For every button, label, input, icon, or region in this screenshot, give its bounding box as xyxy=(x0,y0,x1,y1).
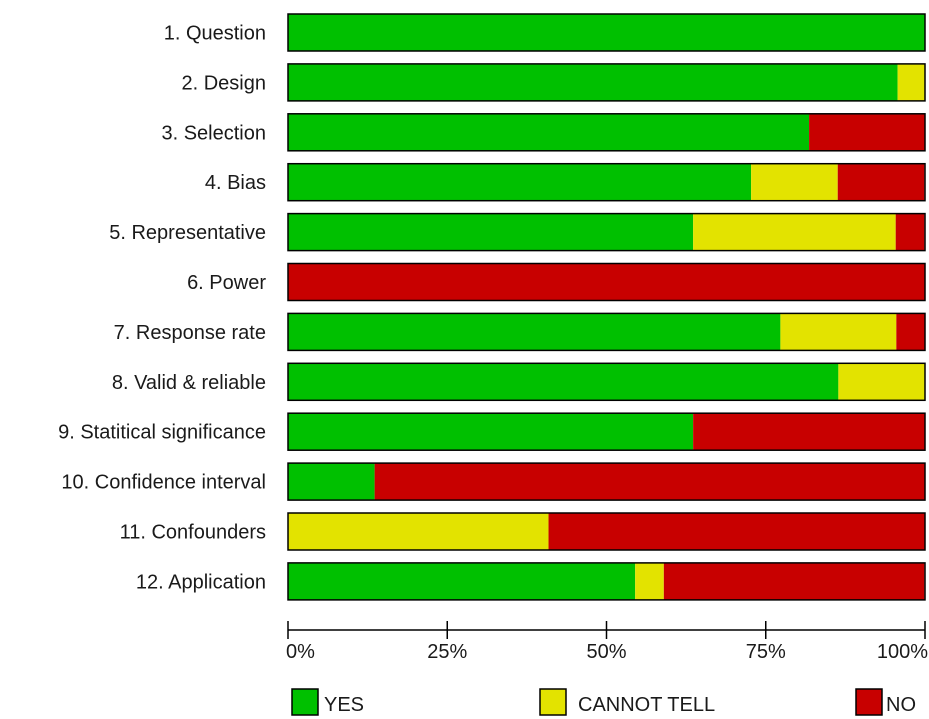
legend: YES CANNOT TELL NO xyxy=(291,688,916,716)
bar-outline xyxy=(287,462,926,501)
category-label: 5. Representative xyxy=(109,222,266,244)
bar-outline xyxy=(287,412,926,451)
bar-outline xyxy=(287,262,926,302)
category-labels: 1. Question 2. Design 3. Selection 4. Bias 5… xyxy=(58,23,266,594)
x-tick-label: 100% xyxy=(877,641,928,663)
bar-outline xyxy=(287,562,926,601)
category-label: 6. Power xyxy=(187,272,266,294)
bar-segment-yes xyxy=(288,63,898,101)
bar-segment-cannot-tell xyxy=(897,63,925,101)
category-label: 1. Question xyxy=(164,23,266,45)
bar-rows xyxy=(287,13,926,601)
bar-segment-yes xyxy=(288,562,636,600)
bar-outline xyxy=(287,162,926,202)
bar-segment-no xyxy=(548,513,925,550)
category-label: 2. Design xyxy=(182,72,267,94)
x-axis: 0% 25% 50% 75% 100% xyxy=(286,621,928,663)
bar-segment-no xyxy=(896,313,925,351)
x-tick-label: 0% xyxy=(286,641,315,663)
bar-segment-no xyxy=(663,562,925,600)
category-label: 4. Bias xyxy=(205,172,266,194)
category-label: 8. Valid & reliable xyxy=(112,372,266,394)
bar-outline xyxy=(287,312,926,352)
legend-label-yes: YES xyxy=(324,694,364,716)
bar-segment-no xyxy=(809,113,925,151)
category-label: 7. Response rate xyxy=(114,322,266,344)
bar-outline xyxy=(287,362,926,402)
bar-segment-cannot-tell xyxy=(635,562,664,600)
category-label: 9. Statitical significance xyxy=(58,422,266,444)
bar-segment-cannot-tell xyxy=(288,513,549,550)
x-tick-label: 25% xyxy=(427,641,467,663)
x-tick-label: 50% xyxy=(586,641,626,663)
category-label: 11. Confounders xyxy=(120,522,266,544)
bar-outline xyxy=(287,512,926,551)
bar-outline xyxy=(287,113,926,152)
bar-segment-no xyxy=(837,163,925,201)
bar-segment-no xyxy=(374,463,925,501)
bar-segment-cannot-tell xyxy=(751,163,838,201)
bar-segment-yes xyxy=(288,213,694,251)
legend-label-cannot-tell: CANNOT TELL xyxy=(578,694,715,716)
bar-outline xyxy=(287,13,926,52)
bar-segment-yes xyxy=(288,413,694,451)
bar-segment-cannot-tell xyxy=(693,213,896,251)
legend-swatch-cannot-tell xyxy=(539,688,567,716)
bar-segment-cannot-tell xyxy=(780,313,897,351)
bar-segment-yes xyxy=(288,113,810,151)
category-label: 12. Application xyxy=(136,571,266,593)
bar-segment-no xyxy=(693,413,925,451)
bar-segment-yes xyxy=(288,363,839,401)
bar-segment-cannot-tell xyxy=(838,363,925,401)
legend-label-no: NO xyxy=(886,694,916,716)
bar-segment-yes xyxy=(288,313,781,351)
legend-swatch-no xyxy=(855,688,883,716)
category-label: 10. Confidence interval xyxy=(61,472,266,494)
x-tick-label: 75% xyxy=(746,641,786,663)
bar-segment-no xyxy=(895,213,925,251)
category-label: 3. Selection xyxy=(161,122,266,144)
bar-segment-yes xyxy=(288,14,925,51)
bar-segment-no xyxy=(288,263,925,301)
bar-segment-yes xyxy=(288,463,375,501)
bar-outline xyxy=(287,212,926,252)
bar-segment-yes xyxy=(288,163,752,201)
legend-swatch-yes xyxy=(291,688,319,716)
bar-outline xyxy=(287,63,926,102)
